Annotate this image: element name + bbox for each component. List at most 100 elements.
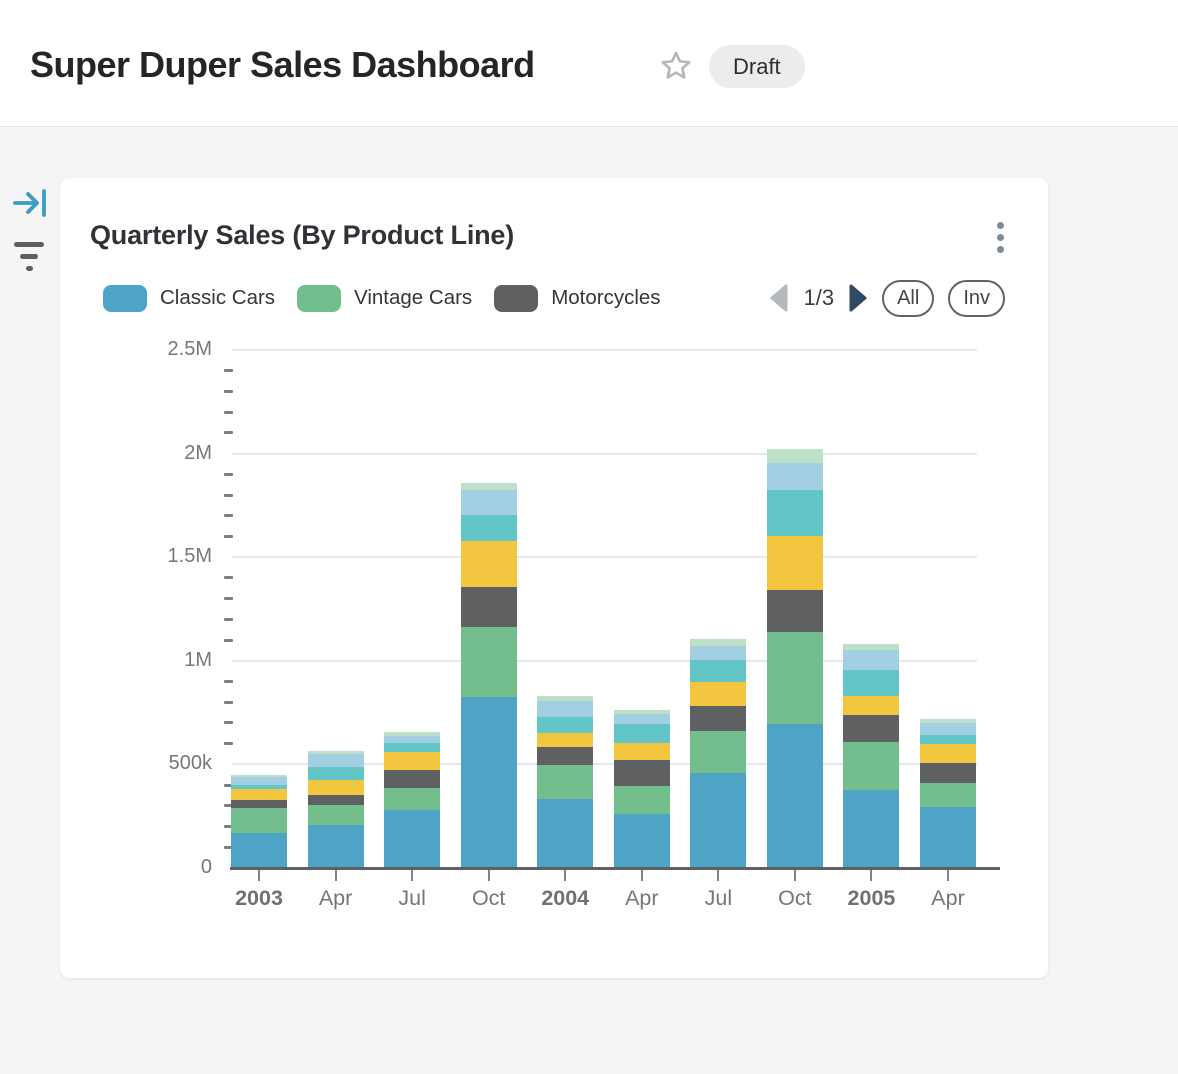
bar-segment[interactable]	[537, 717, 594, 734]
x-axis-tick	[258, 870, 260, 881]
y-gridline	[232, 556, 977, 559]
x-axis-tick	[640, 870, 643, 881]
legend-item[interactable]: Classic Cars	[103, 284, 275, 312]
bar-segment[interactable]	[613, 723, 670, 744]
bar-segment[interactable]	[843, 790, 900, 868]
bar-segment[interactable]	[690, 660, 747, 682]
bar-segment[interactable]	[690, 645, 747, 661]
bar-segment[interactable]	[537, 733, 594, 748]
bar-segment[interactable]	[384, 735, 441, 744]
bar-segment[interactable]	[231, 808, 287, 833]
legend-items: Classic Cars Vintage Cars Motorcycles	[103, 284, 683, 312]
bar-segment[interactable]	[690, 773, 747, 868]
x-axis-tick-label: Apr	[318, 886, 353, 910]
bar-segment[interactable]	[537, 765, 594, 800]
bar-segment[interactable]	[307, 754, 364, 768]
x-axis-tick-label: 2004	[541, 886, 590, 910]
bar-segment[interactable]	[613, 709, 670, 715]
bar-segment[interactable]	[843, 670, 900, 696]
legend-item[interactable]: Vintage Cars	[297, 284, 473, 312]
legend-prev-page-icon[interactable]	[769, 284, 789, 312]
bar-segment[interactable]	[613, 743, 670, 761]
bar-segment[interactable]	[384, 769, 441, 788]
bar-segment[interactable]	[307, 779, 364, 796]
bar-segment[interactable]	[384, 743, 441, 753]
bar-segment[interactable]	[384, 732, 441, 736]
bar-segment[interactable]	[460, 483, 517, 491]
bar-segment[interactable]	[613, 760, 670, 787]
bar-segment[interactable]	[460, 541, 517, 587]
bar-segment[interactable]	[843, 742, 900, 791]
y-axis-tick-label: 2M	[184, 441, 212, 464]
legend-label: Vintage Cars	[354, 286, 473, 309]
bar-segment[interactable]	[384, 752, 441, 770]
bar-segment[interactable]	[460, 697, 517, 868]
y-axis-minor-tick	[224, 721, 233, 725]
y-axis-tick-label: 1.5M	[167, 545, 212, 568]
bar-segment[interactable]	[307, 750, 364, 755]
legend-next-page-icon[interactable]	[848, 284, 868, 312]
bar-segment[interactable]	[920, 719, 977, 723]
bar-segment[interactable]	[843, 714, 900, 743]
bar-segment[interactable]	[384, 787, 441, 810]
bar-segment[interactable]	[460, 490, 517, 515]
y-axis-minor-tick	[224, 638, 233, 642]
kebab-menu-icon[interactable]	[994, 222, 1008, 256]
bar-segment[interactable]	[920, 762, 977, 783]
bar-segment[interactable]	[920, 722, 977, 735]
legend-invert-button[interactable]: Inv	[948, 279, 1005, 317]
bar-segment[interactable]	[690, 706, 747, 732]
legend-item[interactable]: Motorcycles	[494, 284, 661, 312]
bar-segment[interactable]	[460, 514, 517, 542]
favorite-star-icon[interactable]	[659, 49, 693, 83]
bar-segment[interactable]	[766, 589, 823, 633]
bar-segment[interactable]	[613, 786, 670, 814]
y-axis-minor-tick	[224, 369, 233, 373]
bar-segment[interactable]	[384, 809, 441, 868]
bar-segment[interactable]	[231, 784, 287, 790]
legend-swatch	[494, 284, 539, 312]
bar-segment[interactable]	[843, 644, 900, 651]
bar-segment[interactable]	[307, 795, 364, 805]
bar-segment[interactable]	[843, 695, 900, 715]
app-header: Super Duper Sales Dashboard Draft	[0, 0, 1178, 127]
bar-segment[interactable]	[307, 804, 364, 825]
status-badge: Draft	[709, 45, 805, 88]
legend-swatch	[103, 284, 147, 312]
bar-segment[interactable]	[231, 775, 287, 778]
bar-segment[interactable]	[766, 489, 823, 537]
bar-segment[interactable]	[537, 799, 594, 868]
bar-segment[interactable]	[460, 586, 517, 627]
bar-segment[interactable]	[690, 681, 747, 707]
bar-segment[interactable]	[920, 734, 977, 744]
bar-segment[interactable]	[537, 747, 594, 766]
y-axis-minor-tick	[224, 472, 233, 476]
bar-segment[interactable]	[920, 782, 977, 807]
bar-segment[interactable]	[307, 767, 364, 780]
bar-segment[interactable]	[613, 714, 670, 724]
bar-segment[interactable]	[690, 639, 747, 646]
bar-segment[interactable]	[766, 536, 823, 590]
bar-segment[interactable]	[460, 626, 517, 698]
bar-segment[interactable]	[231, 799, 287, 809]
chart-title: Quarterly Sales (By Product Line)	[90, 220, 515, 250]
bar-segment[interactable]	[537, 700, 594, 718]
bar-segment[interactable]	[231, 832, 287, 868]
bar-segment[interactable]	[766, 462, 823, 490]
bar-segment[interactable]	[766, 448, 823, 463]
bar-segment[interactable]	[231, 777, 287, 785]
legend-all-button[interactable]: All	[882, 279, 935, 317]
bar-segment[interactable]	[537, 695, 594, 701]
bar-segment[interactable]	[766, 724, 823, 868]
bar-segment[interactable]	[766, 632, 823, 725]
collapse-panel-arrow-icon[interactable]	[12, 186, 48, 220]
x-axis-line	[230, 867, 1000, 870]
bar-segment[interactable]	[920, 743, 977, 763]
bar-segment[interactable]	[613, 813, 670, 868]
bar-segment[interactable]	[843, 650, 900, 671]
filter-icon[interactable]	[14, 242, 44, 272]
bar-segment[interactable]	[920, 806, 977, 868]
bar-segment[interactable]	[231, 789, 287, 800]
bar-segment[interactable]	[690, 731, 747, 774]
bar-segment[interactable]	[307, 824, 364, 868]
